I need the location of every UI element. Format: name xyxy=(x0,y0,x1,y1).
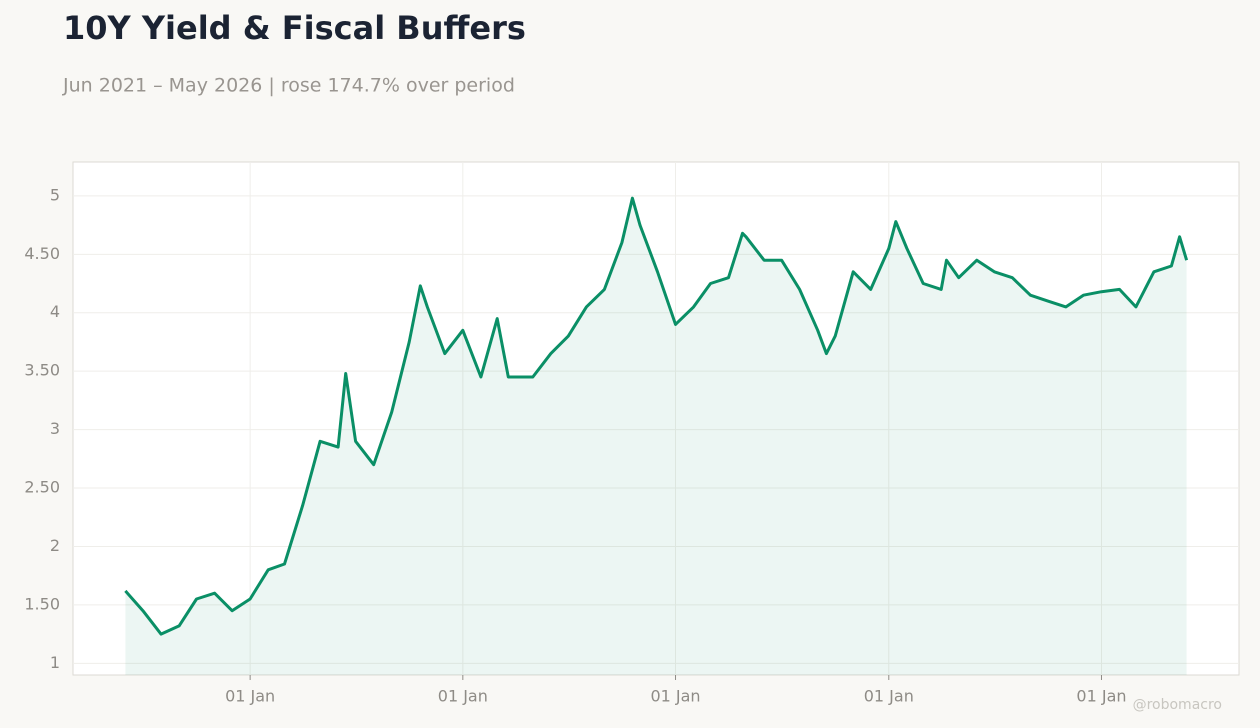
labels: 1 1.50 2 2.50 3 3.50 4 4.50 5 01 Jan 01 Jan 01 Jan 0… xyxy=(24,185,1126,705)
x-tick-label: 01 Jan xyxy=(1076,687,1126,706)
y-tick-label: 3 xyxy=(50,419,60,438)
y-tick-label: 1 xyxy=(50,653,60,672)
y-tick-label: 5 xyxy=(50,185,60,204)
y-tick-label: 2.50 xyxy=(24,478,60,497)
x-tick-label: 01 Jan xyxy=(438,687,488,706)
y-tick-label: 3.50 xyxy=(24,361,60,380)
x-tick-label: 01 Jan xyxy=(225,687,275,706)
y-tick-label: 1.50 xyxy=(24,594,60,613)
x-tick-label: 01 Jan xyxy=(650,687,700,706)
y-tick-label: 4 xyxy=(50,302,60,321)
y-tick-label: 2 xyxy=(50,536,60,555)
marks xyxy=(124,196,1189,675)
chart-subtitle: Jun 2021 – May 2026 | rose 174.7% over p… xyxy=(62,75,515,97)
y-tick-label: 4.50 xyxy=(24,244,60,263)
watermark: @robomacro xyxy=(1133,697,1222,713)
plot-area xyxy=(72,161,1240,676)
grid xyxy=(73,162,1239,680)
area-fill xyxy=(125,198,1187,675)
line xyxy=(124,196,1189,636)
x-tick-label: 01 Jan xyxy=(864,687,914,706)
chart-title: 10Y Yield & Fiscal Buffers xyxy=(63,9,526,47)
